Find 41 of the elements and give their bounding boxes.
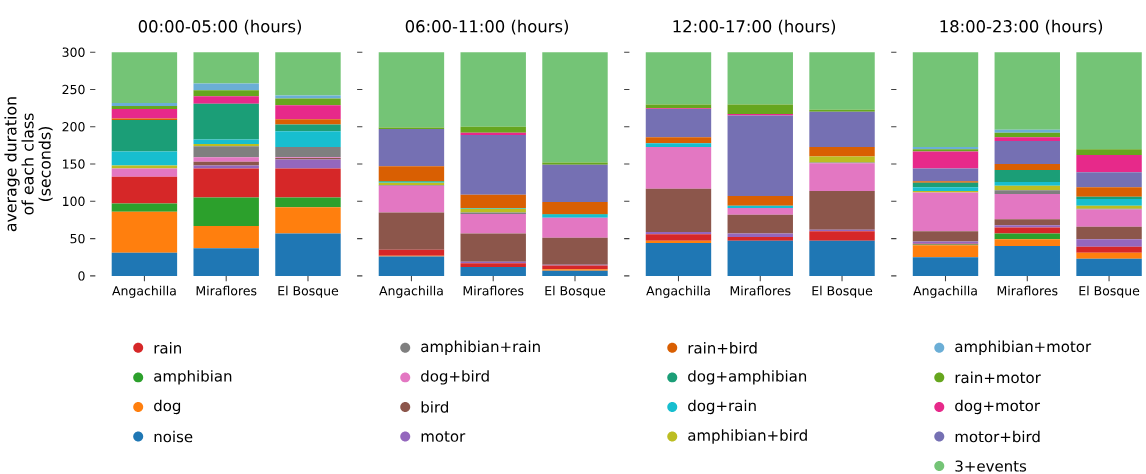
y-tick-label: 300 bbox=[62, 47, 85, 57]
legend-label: rain+motor bbox=[955, 371, 1041, 384]
x-tick-label: Miraflores bbox=[997, 285, 1058, 296]
x-tick-label: El Bosque bbox=[545, 285, 606, 298]
legend-label: amphibian+bird bbox=[688, 429, 807, 444]
legend-label: motor+bird bbox=[955, 430, 1040, 443]
chart-title: 00:00-05:00 (hours) bbox=[138, 19, 301, 35]
legend-label: 3+events bbox=[955, 460, 1027, 472]
y-tick-label: 250 bbox=[62, 84, 85, 95]
legend-label: dog+motor bbox=[955, 399, 1041, 415]
y-tick-label: 200 bbox=[62, 122, 85, 132]
x-tick-label: Miraflores bbox=[463, 285, 524, 296]
legend-label: dog bbox=[154, 399, 181, 415]
legend-label: amphibian+motor bbox=[955, 340, 1092, 356]
legend-label: noise bbox=[154, 430, 193, 443]
legend-label: rain bbox=[154, 342, 181, 354]
y-tick-label: 50 bbox=[70, 233, 85, 244]
legend-label: bird bbox=[421, 401, 448, 413]
y-tick-label: 150 bbox=[63, 159, 85, 169]
y-tick-label: 0 bbox=[78, 271, 85, 281]
x-tick-label: Angachilla bbox=[646, 285, 710, 298]
legend-label: dog+amphibian bbox=[688, 370, 807, 385]
legend-label: amphibian+rain bbox=[421, 340, 540, 356]
x-tick-label: El Bosque bbox=[278, 285, 339, 298]
x-tick-label: Angachilla bbox=[379, 285, 443, 298]
legend-label: dog+bird bbox=[421, 370, 489, 385]
y-tick-label: 100 bbox=[63, 196, 85, 207]
chart-title: 12:00-17:00 (hours) bbox=[673, 19, 836, 35]
x-tick-label: Miraflores bbox=[730, 285, 791, 296]
x-tick-label: El Bosque bbox=[812, 285, 873, 298]
chart-title: 18:00-23:00 (hours) bbox=[940, 19, 1103, 35]
chart-title: 06:00-11:00 (hours) bbox=[405, 19, 569, 35]
x-tick-label: Angachilla bbox=[112, 285, 176, 298]
x-tick-label: Angachilla bbox=[913, 285, 977, 298]
y-axis-title: average duration of each class (seconds) bbox=[4, 97, 53, 232]
x-tick-label: Miraflores bbox=[196, 285, 257, 296]
x-tick-label: El Bosque bbox=[1079, 285, 1140, 298]
legend-label: amphibian bbox=[154, 370, 232, 385]
legend-label: rain+bird bbox=[688, 342, 757, 354]
legend-label: motor bbox=[421, 431, 466, 442]
legend-label: dog+rain bbox=[688, 399, 756, 415]
